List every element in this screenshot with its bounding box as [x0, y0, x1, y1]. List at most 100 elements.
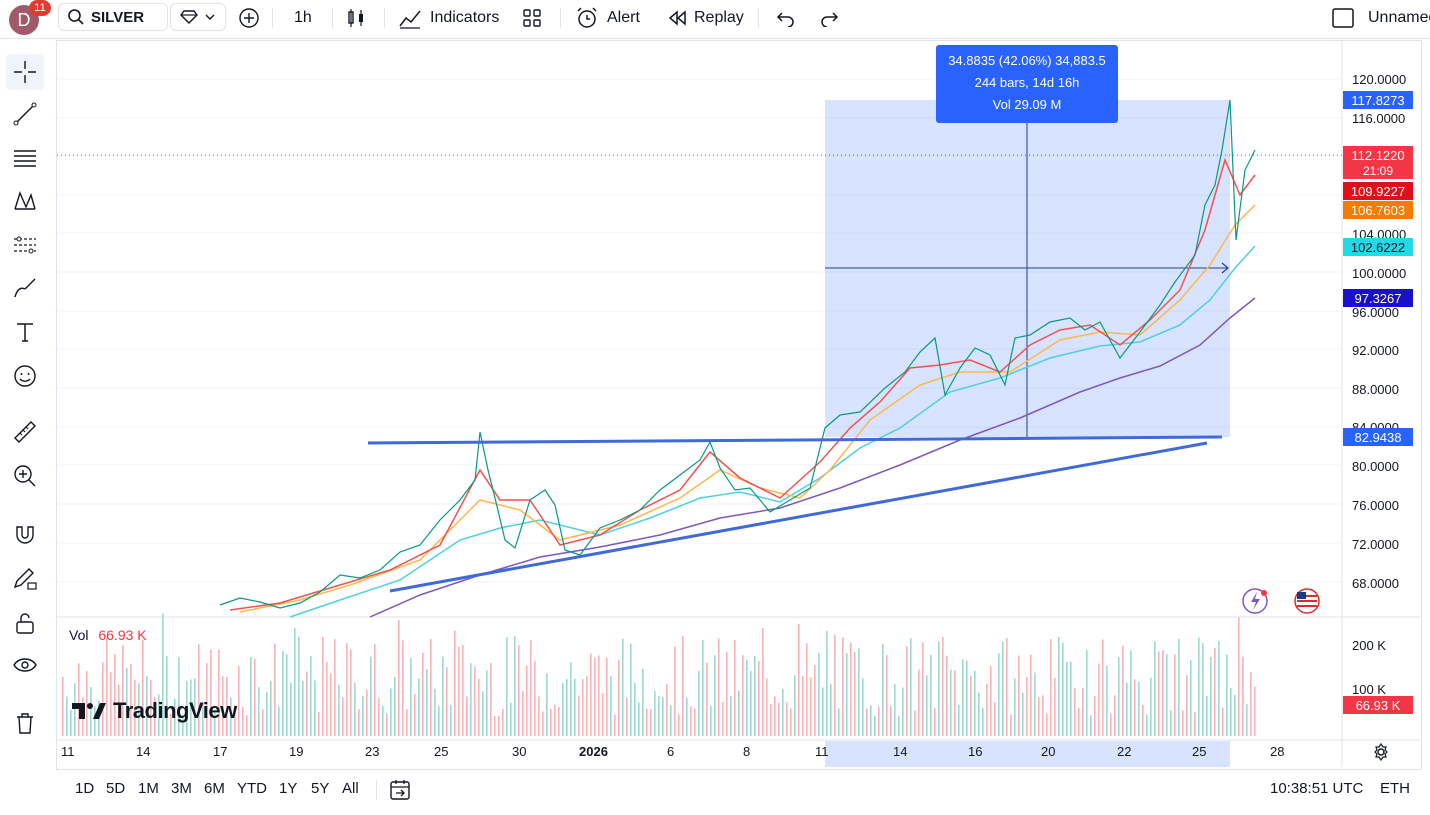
volume-bar	[310, 655, 312, 736]
volume-badge: 66.93 K	[1343, 696, 1413, 714]
compare-button[interactable]	[170, 3, 226, 31]
crosshair-tool[interactable]	[6, 54, 44, 90]
crosshair-icon	[14, 61, 36, 83]
interval-button[interactable]: 1h	[294, 0, 312, 36]
measure-tool[interactable]	[6, 414, 44, 450]
volume-bar	[634, 682, 636, 736]
support-trendline[interactable]	[389, 441, 1208, 593]
replay-button[interactable]: Replay	[667, 0, 744, 36]
volume-bar	[234, 705, 236, 736]
emoji-tool[interactable]	[6, 358, 44, 394]
indicators-button[interactable]: Indicators	[398, 0, 499, 36]
forecast-tool[interactable]	[6, 227, 44, 263]
diamond-icon	[180, 10, 198, 24]
range-ytd-button[interactable]: YTD	[237, 780, 267, 797]
volume-bar	[326, 661, 328, 736]
us-flag-icon[interactable]	[1294, 588, 1320, 614]
session-button[interactable]: ETH	[1380, 780, 1410, 797]
volume-bar	[566, 679, 568, 736]
volume-bar	[1074, 688, 1076, 736]
ma-50-line	[239, 204, 1256, 613]
goto-date-button[interactable]	[388, 778, 412, 807]
range-1d-button[interactable]: 1D	[75, 780, 95, 797]
pattern-tool[interactable]	[6, 183, 44, 219]
trend-line-tool[interactable]	[6, 96, 44, 132]
chart-area[interactable]	[56, 40, 1422, 770]
lightning-icon[interactable]	[1242, 588, 1268, 614]
volume-bar	[590, 653, 592, 736]
volume-bar	[1186, 675, 1188, 736]
brush-tool[interactable]	[6, 271, 44, 307]
volume-bar	[1214, 648, 1216, 736]
volume-bar	[1138, 681, 1140, 736]
layout-menu[interactable]: Unnamed	[1332, 0, 1430, 36]
volume-bar	[530, 640, 532, 736]
price-tick: 68.0000	[1352, 576, 1399, 591]
volume-bar	[986, 683, 988, 736]
volume-bar	[830, 684, 832, 736]
range-6m-button[interactable]: 6M	[204, 780, 225, 797]
price-label-ma200: 97.3267	[1343, 289, 1413, 307]
resistance-line[interactable]	[367, 435, 1223, 445]
volume-bar	[598, 655, 600, 736]
volume-bar	[690, 706, 692, 736]
range-1y-button[interactable]: 1Y	[279, 780, 298, 797]
clock-time[interactable]: 10:38:51 UTC	[1270, 780, 1364, 797]
volume-bar	[1018, 655, 1020, 736]
magnet-tool[interactable]	[6, 517, 44, 553]
volume-bar	[954, 670, 956, 736]
hide-drawings-tool[interactable]	[6, 647, 44, 683]
volume-bar	[838, 708, 840, 736]
lock-drawing-tool[interactable]	[6, 561, 44, 597]
chart-type-button[interactable]	[346, 0, 366, 36]
volume-bar	[406, 709, 408, 736]
zoom-tool[interactable]	[6, 458, 44, 494]
range-3m-button[interactable]: 3M	[171, 780, 192, 797]
chart-settings-button[interactable]	[1372, 742, 1390, 766]
volume-bar	[1234, 695, 1236, 736]
volume-bar	[502, 708, 504, 736]
volume-bar	[322, 636, 324, 736]
tradingview-logo[interactable]: TradingView	[71, 698, 237, 724]
lock-all-tool[interactable]	[6, 605, 44, 641]
volume-bar	[1034, 672, 1036, 736]
volume-bar	[1106, 665, 1108, 736]
volume-bar	[842, 637, 844, 736]
symbol-search[interactable]: SILVER	[58, 3, 168, 31]
volume-bar	[114, 654, 116, 736]
volume-bar	[1102, 639, 1104, 736]
volume-bar	[74, 683, 76, 736]
range-1m-button[interactable]: 1M	[138, 780, 159, 797]
volume-bar	[314, 680, 316, 736]
volume-bar	[1190, 660, 1192, 736]
alert-button[interactable]: Alert	[575, 0, 640, 36]
date-tick: 20	[1041, 744, 1056, 759]
price-label-ma50: 106.7603	[1343, 201, 1413, 219]
volume-bar	[1114, 695, 1116, 736]
volume-bar	[1246, 704, 1248, 736]
remove-drawings-tool[interactable]	[6, 705, 44, 741]
volume-bar	[206, 663, 208, 736]
volume-bar	[1150, 677, 1152, 736]
fib-tool[interactable]	[6, 140, 44, 176]
volume-title: Vol	[69, 627, 89, 643]
range-all-button[interactable]: All	[342, 780, 359, 797]
text-tool[interactable]	[6, 314, 44, 350]
rewind-icon	[668, 10, 686, 26]
redo-button[interactable]	[819, 0, 839, 36]
range-5y-button[interactable]: 5Y	[311, 780, 330, 797]
unlock-icon	[16, 613, 34, 634]
volume-bar	[194, 678, 196, 736]
volume-bar	[874, 715, 876, 736]
volume-bar	[518, 645, 520, 736]
volume-bar	[1038, 697, 1040, 736]
undo-button[interactable]	[776, 0, 796, 36]
range-5d-button[interactable]: 5D	[106, 780, 126, 797]
volume-tick: 100 K	[1352, 682, 1386, 697]
date-tick-year: 2026	[579, 744, 608, 759]
add-symbol-button[interactable]	[238, 0, 262, 36]
volume-bar	[1098, 663, 1100, 736]
volume-bar	[714, 655, 716, 736]
templates-button[interactable]	[522, 0, 542, 36]
